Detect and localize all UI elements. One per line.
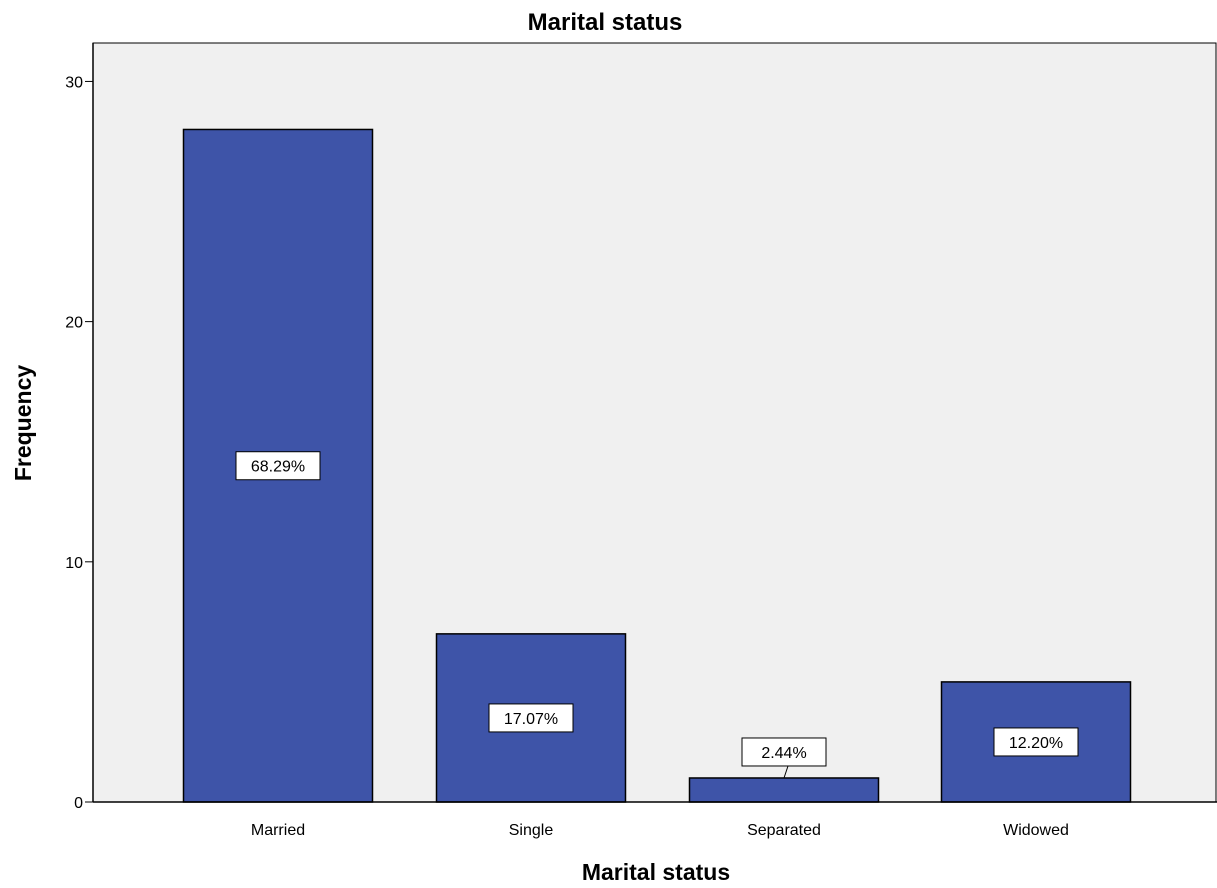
data-label-box	[235, 451, 321, 481]
data-labels-group: 68.29% 17.07% 2.44% 12.20%	[235, 451, 1079, 779]
data-label-leader	[783, 765, 789, 779]
x-tick-label: Married	[251, 822, 305, 839]
data-label: 17.07%	[504, 711, 558, 728]
y-axis: 0 10 20 30	[65, 74, 93, 812]
y-tick-label: 30	[65, 74, 83, 91]
data-label-box	[993, 727, 1079, 757]
data-label-box	[488, 703, 574, 733]
data-label: 68.29%	[251, 459, 305, 476]
y-tick-label: 0	[74, 795, 83, 812]
bar-separated	[688, 777, 880, 803]
x-axis: Married Single Separated Widowed	[92, 43, 1217, 839]
data-label: 12.20%	[1009, 735, 1063, 752]
y-tick-label: 20	[65, 315, 83, 332]
x-tick-label: Separated	[747, 822, 821, 839]
chart-title: Marital status	[528, 9, 683, 36]
y-axis-title: Frequency	[10, 365, 36, 482]
x-tick-label: Widowed	[1003, 822, 1069, 839]
data-label: 2.44%	[761, 745, 806, 762]
data-label-box	[741, 737, 827, 767]
x-axis-title: Marital status	[582, 859, 730, 885]
y-tick-label: 10	[65, 555, 83, 572]
x-tick-label: Single	[509, 822, 554, 839]
